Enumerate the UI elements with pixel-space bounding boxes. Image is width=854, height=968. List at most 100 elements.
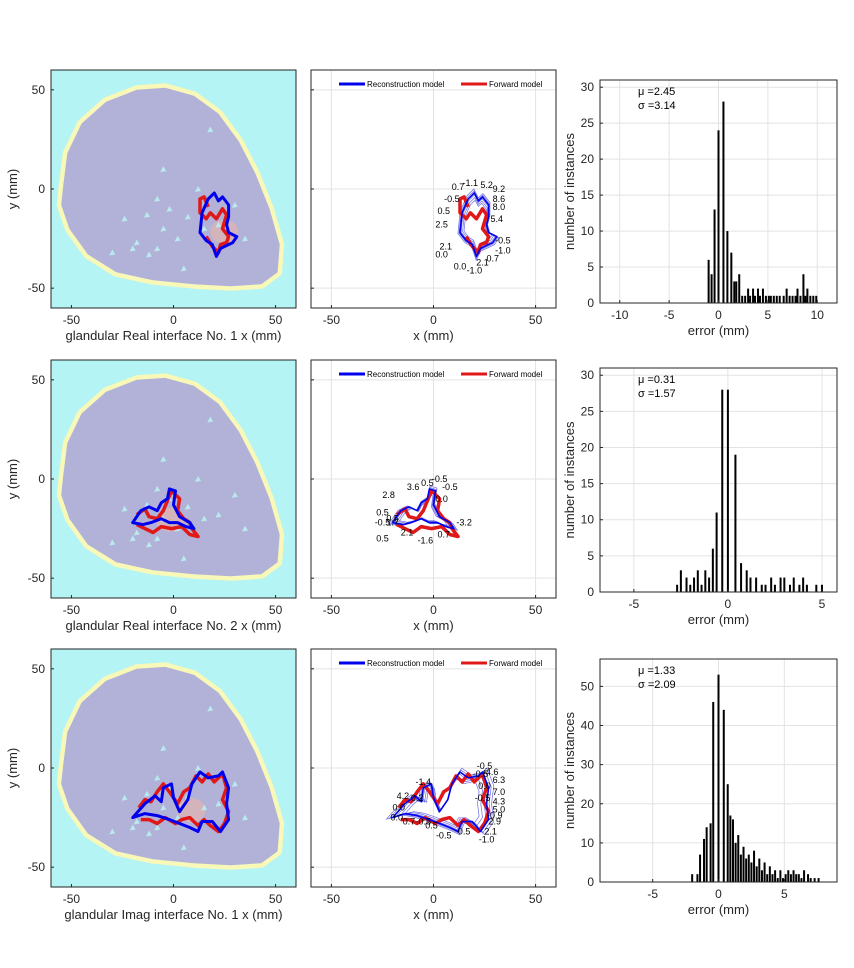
histogram-xtick-label: 10 [811,308,825,322]
histogram-bar [726,231,729,303]
histogram-bar [749,577,752,592]
contour-value-label: 0.7 [437,530,450,540]
contour-xtick-label: 0 [430,892,437,906]
fat-cell-marker [215,511,222,518]
histogram-ytick-label: 5 [587,549,594,563]
contour-value-label: 0.0 [478,781,491,791]
histogram-bar [689,584,692,592]
histogram-bar [787,870,790,882]
histogram-bar [760,870,763,882]
map-xlabel: glandular Real interface No. 2 x (mm) [65,618,281,633]
fat-cell-marker [160,456,167,463]
forward-contour [458,195,491,255]
fat-cell-marker [154,535,161,542]
histogram-ytick-label: 5 [587,260,594,274]
map-ytick-label: 50 [32,373,46,387]
contour-value-label: -0.5 [375,518,391,528]
fat-cell-marker [133,818,140,825]
contour-value-label: 0.7 [452,182,465,192]
histogram-ytick-label: 0 [587,875,594,889]
contour-value-label: 2.1 [401,528,414,538]
legend-label-reconstruction: Reconstruction model [367,80,445,89]
histogram-bar [764,295,767,303]
fat-cell-marker [109,828,116,835]
fat-cell-marker [166,205,173,212]
contour-level-line [398,493,449,526]
histogram-bar [737,835,740,882]
fat-cell-marker [121,794,128,801]
histogram-bar [813,878,816,882]
histogram-bar [771,874,774,882]
fat-cell-marker [231,201,238,208]
histogram-xtick-label: -5 [664,308,675,322]
histogram-ytick-label: 0 [587,585,594,599]
fat-cell-marker [129,245,136,252]
histogram-bar [803,870,806,882]
fat-cell-marker [207,126,214,133]
fat-cell-marker [146,830,152,837]
contour-xlabel: x (mm) [413,328,453,343]
map-layers [51,70,296,308]
reconstruction-contour [131,487,196,531]
histogram-bar [804,295,807,303]
map-xtick-label: -50 [63,313,81,327]
map-xtick-label: -50 [63,603,81,617]
contour-value-label: 4.3 [493,797,506,807]
fat-cell-marker [207,416,214,423]
glandular-tissue [61,377,280,577]
histogram-xtick-label: -5 [647,887,658,901]
histogram-bar [779,870,782,882]
histogram-bar [752,288,755,303]
contour-value-label: 2.9 [488,817,501,827]
histogram-bar [805,584,808,592]
contour-value-label: 0.5 [425,821,438,831]
histogram-bar [703,838,706,882]
histogram-bar [722,101,725,303]
histogram-bar [815,295,818,303]
fat-cell-marker [201,515,208,522]
histogram-bar [696,570,699,592]
histogram-bar [796,288,799,303]
fat-cell-marker [133,239,140,246]
fat-cell-marker [133,529,140,536]
histogram-ytick-label: 10 [581,513,595,527]
histogram-bar [715,512,718,592]
histogram-bar [770,577,773,592]
histogram-bar [797,874,800,882]
histogram-bar [795,874,798,882]
contour-value-label: 0.0 [435,249,448,259]
histogram-bar [817,878,820,882]
histogram-bar [710,274,713,303]
histogram-bar [779,577,782,592]
histogram-bar [749,295,752,303]
map-ytick-label: 50 [32,662,46,676]
fat-cell-marker [215,800,222,807]
histogram-ytick-label: 20 [581,440,595,454]
histogram-bar [806,288,809,303]
legend-label-reconstruction: Reconstruction model [367,659,445,668]
fat-cell-marker [143,211,150,218]
histogram-ytick-label: 30 [581,758,595,772]
histogram-bar [760,584,763,592]
histogram-xtick-label: 0 [715,887,722,901]
contour-value-label: -0.5 [495,236,511,246]
reconstruction-contour [198,191,239,258]
contour-value-label: 5.0 [493,805,506,815]
histogram-bar [774,870,777,882]
histogram-xtick-label: 5 [765,308,772,322]
fat-cell-marker [160,804,167,811]
histogram-bar [820,584,823,592]
fat-cell-marker [160,225,167,232]
fat-cell-marker [184,503,191,510]
histogram-bar [747,854,750,882]
histogram-bar [785,288,788,303]
contour-value-label: -0.5 [432,474,448,484]
contour-value-label: -4.6 [483,767,499,777]
histogram-bar [782,295,785,303]
histogram-bar [809,878,812,882]
fat-cell-marker [154,824,161,831]
contour-panel: -0.50.5 -0.53.60.02.80.51.7-0.50.5 -3.20.7… [310,359,557,633]
